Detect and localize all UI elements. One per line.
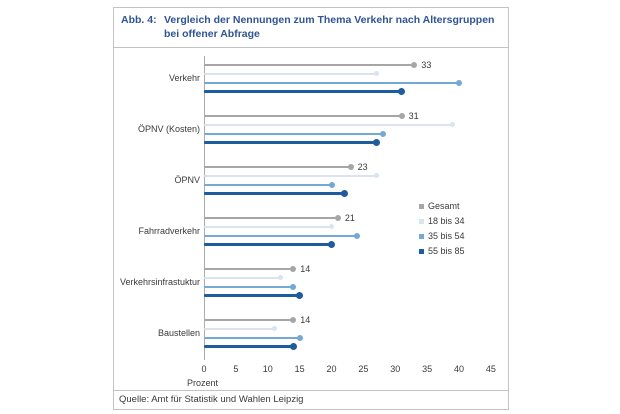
lollipop-stem [204, 115, 402, 117]
lollipop-dot [278, 275, 283, 281]
lollipop-stem [204, 344, 294, 348]
x-tick-label: 30 [390, 364, 401, 374]
lollipop-stem [204, 217, 338, 219]
lollipop-stem [204, 242, 332, 246]
lollipop-stem [204, 72, 377, 75]
lollipop-dot [373, 173, 379, 179]
legend-item: 55 bis 85 [419, 245, 465, 257]
lollipop-stem [204, 319, 294, 321]
lollipop-stem [204, 140, 377, 144]
figure-caption-label: Abb. 4: [121, 14, 157, 26]
lollipop-stem [204, 123, 453, 126]
category-label: ÖPNV (Kosten) [137, 123, 200, 134]
figure-caption-line1: Vergleich der Nennungen zum Thema Verkeh… [164, 14, 495, 26]
lollipop-stem [204, 183, 332, 186]
legend-item: 35 bis 54 [419, 230, 465, 242]
lollipop-dot [328, 240, 335, 248]
lollipop-stem [204, 293, 300, 297]
lollipop-dot [456, 79, 462, 86]
lollipop-dot [290, 317, 297, 323]
value-label: 33 [421, 60, 432, 70]
x-tick-label: 15 [294, 364, 305, 374]
category-label: ÖPNV [174, 174, 200, 185]
lollipop-dot [450, 122, 456, 128]
lollipop-dot [347, 164, 354, 170]
lollipop-dot [271, 326, 277, 332]
value-label: 23 [357, 162, 368, 172]
lollipop-stem [204, 276, 281, 279]
x-tick-label: 5 [233, 364, 239, 374]
value-label: 21 [344, 213, 355, 223]
lollipop-dot [290, 283, 297, 290]
x-tick-label: 45 [485, 364, 496, 374]
lollipop-stem [204, 81, 459, 84]
lollipop-stem [204, 327, 275, 330]
y-axis-line [204, 56, 205, 360]
x-tick-label: 10 [262, 364, 273, 374]
legend: Gesamt 18 bis 34 35 bis 54 55 bis 85 [419, 200, 465, 260]
value-label: 14 [300, 315, 311, 325]
figure-caption: Abb. 4: Vergleich der Nennungen zum Them… [114, 8, 508, 48]
lollipop-stem [204, 166, 351, 168]
lollipop-dot [398, 87, 406, 95]
lollipop-stem [204, 285, 294, 288]
x-tick-label: 25 [358, 364, 369, 374]
lollipop-dot [290, 266, 297, 272]
lollipop-dot [329, 224, 334, 230]
figure-box: Abb. 4: Vergleich der Nennungen zum Them… [113, 7, 509, 410]
category-label: Verkehr [168, 72, 200, 83]
figure-caption-text: Vergleich der Nennungen zum Thema Verkeh… [164, 13, 502, 47]
legend-label: 18 bis 34 [428, 216, 465, 226]
value-label: 14 [300, 264, 311, 274]
category-label: Baustellen [157, 327, 200, 338]
x-axis-title: Prozent [187, 378, 219, 388]
x-tick-label: 20 [326, 364, 337, 374]
lollipop-dot [398, 113, 405, 119]
lollipop-stem [204, 225, 332, 228]
category-label: Verkehrsinfrastuktur [119, 276, 200, 287]
lollipop-dot [411, 62, 418, 68]
lollipop-dot [296, 334, 303, 341]
lollipop-stem [204, 64, 415, 66]
lollipop-dot [354, 232, 360, 239]
lollipop-stem [204, 89, 402, 93]
lollipop-stem [204, 336, 300, 339]
legend-label: 55 bis 85 [428, 246, 465, 256]
lollipop-stem [204, 234, 357, 237]
lollipop-dot [289, 342, 297, 350]
legend-item: Gesamt [419, 200, 465, 212]
lollipop-dot [328, 181, 335, 188]
category-label: Fahrradverkehr [138, 225, 200, 236]
value-label: 31 [408, 111, 419, 121]
legend-label: Gesamt [428, 201, 460, 211]
legend-item: 18 bis 34 [419, 215, 465, 227]
legend-marker-icon [419, 203, 424, 209]
lollipop-dot [379, 130, 386, 137]
chart-plot: Verkehr 33 ÖPNV (Kosten) 31 ÖPNV 23 Fahrradver… [114, 48, 508, 390]
figure-source: Quelle: Amt für Statistik und Wahlen Lei… [114, 390, 508, 409]
lollipop-stem [204, 132, 383, 135]
lollipop-dot [334, 215, 341, 221]
legend-marker-icon [419, 248, 424, 254]
legend-marker-icon [419, 218, 424, 224]
lollipop-dot [296, 291, 304, 299]
lollipop-stem [204, 191, 345, 195]
lollipop-stem [204, 174, 377, 177]
lollipop-dot [372, 138, 380, 146]
lollipop-stem [204, 268, 294, 270]
lollipop-dot [340, 189, 348, 197]
legend-marker-icon [419, 233, 424, 239]
x-tick-label: 40 [453, 364, 465, 374]
lollipop-dot [373, 71, 379, 77]
x-tick-label: 0 [201, 364, 207, 374]
x-tick-label: 35 [422, 364, 433, 374]
figure-caption-line2: bei offener Abfrage [164, 28, 260, 40]
legend-label: 35 bis 54 [428, 231, 465, 241]
